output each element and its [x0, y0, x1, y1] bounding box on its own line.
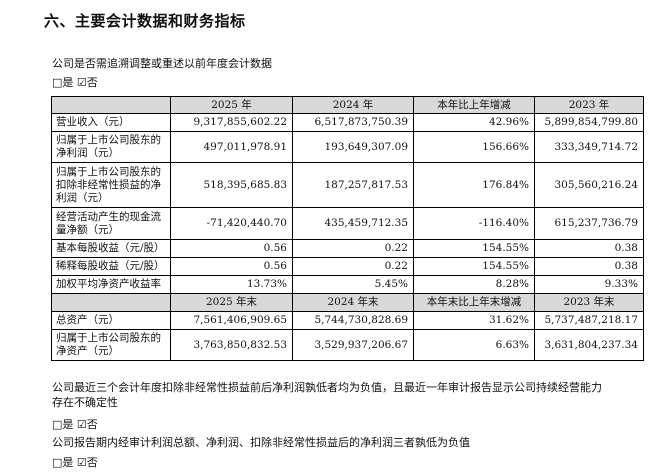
value-cell: 497,011,978.91	[170, 131, 293, 163]
section-heading: 六、主要会计数据和财务指标	[44, 12, 246, 30]
table-row: 归属于上市公司股东的扣除非经常性损益的净利润（元） 518,395,685.83…	[51, 162, 644, 208]
table-row: 基本每股收益（元/股） 0.56 0.22 154.55% 0.38	[51, 239, 644, 258]
value-cell: 6,517,873,750.39	[292, 113, 414, 132]
restatement-question: 公司是否需追溯调整或重述以前年度会计数据	[52, 57, 272, 70]
value-cell: 615,237,736.79	[534, 207, 644, 240]
row-label: 归属于上市公司股东的扣除非经常性损益的净利润（元）	[51, 162, 171, 208]
row-label: 总资产（元）	[51, 311, 171, 330]
row-label: 归属于上市公司股东的净资产（元）	[51, 329, 171, 361]
going-concern-note: 公司最近三个会计年度扣除非经常性损益前后净利润孰低者均为负值，且最近一年审计报告…	[52, 381, 602, 409]
header-cell	[51, 293, 171, 312]
value-cell: 3,529,937,206.67	[292, 329, 414, 361]
value-cell: 5,744,730,828.69	[292, 311, 414, 330]
table-row: 营业收入（元） 9,317,855,602.22 6,517,873,750.3…	[51, 113, 644, 132]
header-cell: 2024 年	[292, 96, 414, 114]
value-cell: 13.73%	[170, 275, 293, 294]
value-cell: 154.55%	[413, 257, 535, 276]
value-cell: 333,349,714.72	[534, 131, 644, 163]
value-cell: 31.62%	[413, 311, 535, 330]
table-row: 加权平均净资产收益率 13.73% 5.45% 8.28% 9.33%	[51, 275, 644, 294]
value-cell: 0.22	[292, 257, 414, 276]
value-cell: 0.38	[534, 239, 644, 258]
header-cell: 2023 年	[534, 96, 644, 114]
header-cell: 2023 年末	[534, 293, 644, 312]
value-cell: 0.22	[292, 239, 414, 258]
row-label: 归属于上市公司股东的净利润（元）	[51, 131, 171, 163]
table-row: 稀释每股收益（元/股） 0.56 0.22 154.55% 0.38	[51, 257, 644, 276]
value-cell: 5.45%	[292, 275, 414, 294]
going-concern-answer: □是 ☑否	[52, 418, 98, 431]
value-cell: 176.84%	[413, 162, 535, 208]
value-cell: 7,561,406,909.65	[170, 311, 293, 330]
row-label: 经营活动产生的现金流量净额（元）	[51, 207, 171, 240]
header-cell: 2025 年	[170, 96, 293, 114]
value-cell: 3,763,850,832.53	[170, 329, 293, 361]
row-label: 稀释每股收益（元/股）	[51, 257, 171, 276]
value-cell: 0.38	[534, 257, 644, 276]
value-cell: 5,737,487,218.17	[534, 311, 644, 330]
row-label: 加权平均净资产收益率	[51, 275, 171, 294]
table-header-row-years: 2025 年 2024 年 本年比上年增减 2023 年	[51, 96, 644, 114]
value-cell: 6.63%	[413, 329, 535, 361]
value-cell: -116.40%	[413, 207, 535, 240]
header-cell: 2025 年末	[170, 293, 293, 312]
header-cell: 本年比上年增减	[413, 96, 535, 114]
value-cell: 187,257,817.53	[292, 162, 414, 208]
value-cell: 9,317,855,602.22	[170, 113, 293, 132]
financial-indicators-table: 2025 年 2024 年 本年比上年增减 2023 年 营业收入（元） 9,3…	[51, 96, 644, 361]
negative-profit-note: 公司报告期内经审计利润总额、净利润、扣除非经常性损益后的净利润三者孰低为负值	[52, 436, 470, 449]
value-cell: 5,899,854,799.80	[534, 113, 644, 132]
value-cell: 154.55%	[413, 239, 535, 258]
table-row: 归属于上市公司股东的净利润（元） 497,011,978.91 193,649,…	[51, 131, 644, 163]
value-cell: 42.96%	[413, 113, 535, 132]
value-cell: 435,459,712.35	[292, 207, 414, 240]
value-cell: 9.33%	[534, 275, 644, 294]
table-row: 归属于上市公司股东的净资产（元） 3,763,850,832.53 3,529,…	[51, 329, 644, 361]
header-cell	[51, 96, 171, 114]
table-row: 经营活动产生的现金流量净额（元） -71,420,440.70 435,459,…	[51, 207, 644, 240]
value-cell: 156.66%	[413, 131, 535, 163]
table-row: 总资产（元） 7,561,406,909.65 5,744,730,828.69…	[51, 311, 644, 330]
negative-profit-answer: □是 ☑否	[52, 456, 98, 469]
row-label: 基本每股收益（元/股）	[51, 239, 171, 258]
value-cell: 0.56	[170, 257, 293, 276]
value-cell: 0.56	[170, 239, 293, 258]
restatement-answer: □是 ☑否	[52, 76, 98, 89]
header-cell: 2024 年末	[292, 293, 414, 312]
value-cell: -71,420,440.70	[170, 207, 293, 240]
value-cell: 193,649,307.09	[292, 131, 414, 163]
value-cell: 8.28%	[413, 275, 535, 294]
value-cell: 518,395,685.83	[170, 162, 293, 208]
value-cell: 3,631,804,237.34	[534, 329, 644, 361]
table-header-row-year-end: 2025 年末 2024 年末 本年末比上年末增减 2023 年末	[51, 293, 644, 312]
header-cell: 本年末比上年末增减	[413, 293, 535, 312]
value-cell: 305,560,216.24	[534, 162, 644, 208]
row-label: 营业收入（元）	[51, 113, 171, 132]
